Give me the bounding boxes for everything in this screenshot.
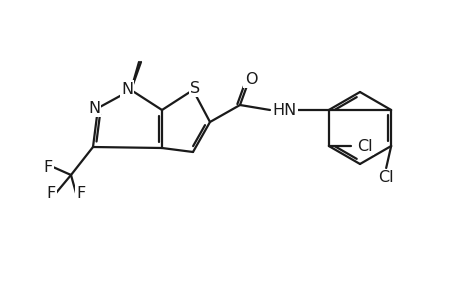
Text: Cl: Cl: [378, 170, 393, 185]
Text: F: F: [43, 160, 52, 175]
Text: O: O: [244, 71, 257, 86]
Text: F: F: [46, 185, 56, 200]
Text: N: N: [121, 82, 133, 97]
Text: Cl: Cl: [356, 139, 372, 154]
Text: F: F: [76, 185, 85, 200]
Text: N: N: [88, 100, 100, 116]
Text: HN: HN: [271, 103, 296, 118]
Text: S: S: [190, 80, 200, 95]
